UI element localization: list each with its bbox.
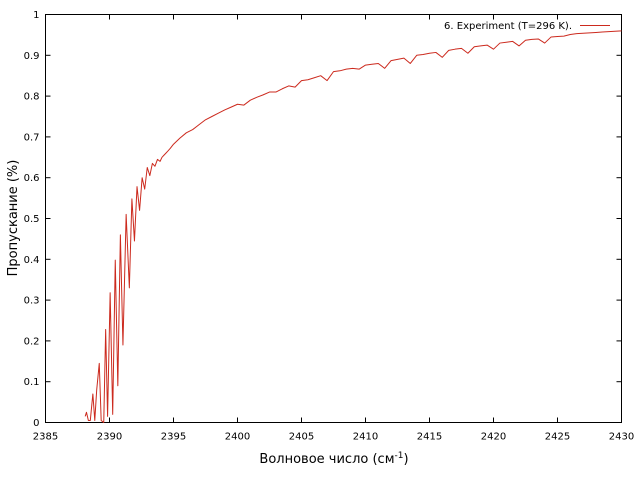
y-tick-label: 0.3 (24, 296, 40, 307)
y-axis-title: Пропускание (%) (6, 160, 21, 277)
ticks-layer (45, 14, 622, 423)
series-line (84, 30, 622, 423)
x-tick-label: 2395 (161, 432, 186, 443)
y-tick-label: 0.5 (24, 214, 40, 225)
x-tick-label: 2420 (481, 432, 506, 443)
x-tick-label: 2405 (289, 432, 314, 443)
tick-labels-layer: 2385 2390 2395 2400 2405 2410 2415 2420 2425 2430… (24, 10, 635, 443)
y-tick-label: 0.8 (24, 92, 40, 103)
y-tick-label: 0 (33, 418, 39, 429)
legend: 6. Experiment (T=296 K). (444, 21, 610, 32)
y-tick-label: 0.1 (24, 377, 40, 388)
x-axis-title-suffix: ) (403, 452, 408, 467)
x-tick-label: 2385 (33, 432, 58, 443)
x-tick-label: 2430 (609, 432, 634, 443)
y-tick-label: 0.7 (24, 132, 40, 143)
y-tick-label: 0.6 (24, 173, 40, 184)
legend-label: 6. Experiment (T=296 K). (444, 21, 572, 32)
x-tick-label: 2400 (225, 432, 250, 443)
x-tick-label: 2410 (353, 432, 378, 443)
x-tick-label: 2425 (545, 432, 570, 443)
x-tick-label: 2390 (97, 432, 122, 443)
x-axis-title: Волновое число (см-1) (259, 451, 408, 467)
y-tick-label: 0.2 (24, 336, 40, 347)
y-tick-label: 0.9 (24, 51, 40, 62)
x-axis-title-superscript: -1 (395, 451, 404, 461)
y-tick-label: 1 (33, 10, 39, 21)
y-tick-label: 0.4 (24, 255, 40, 266)
plot-frame (45, 14, 622, 423)
x-axis-title-main: Волновое число (см (259, 452, 394, 467)
x-tick-label: 2415 (417, 432, 442, 443)
